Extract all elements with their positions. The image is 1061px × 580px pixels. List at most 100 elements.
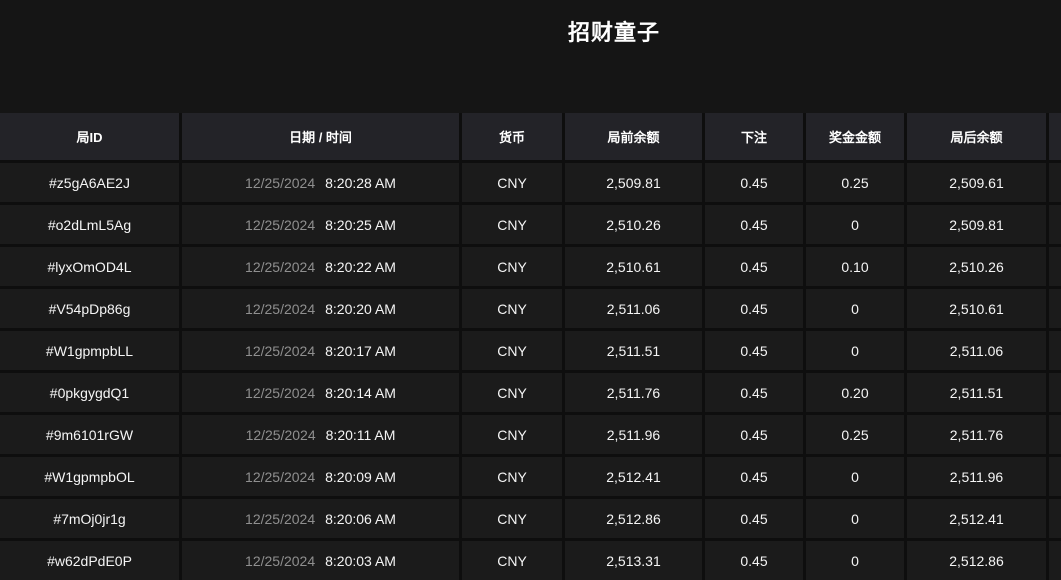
date-text: 12/25/2024 [245,510,316,527]
cell-extra [1049,247,1061,286]
date-text: 12/25/2024 [245,552,316,569]
page-title: 招财童子 [567,20,660,45]
cell-balance-before: 2,511.76 [565,373,702,412]
cell-round-id: #w62dPdE0P [0,541,179,580]
column-header-balance-before: 局前余额 [565,113,702,160]
cell-balance-before: 2,509.81 [565,163,702,202]
cell-round-id: #9m6101rGW [0,415,179,454]
cell-balance-after: 2,509.81 [907,205,1046,244]
cell-round-id: #0pkgygdQ1 [0,373,179,412]
time-text: 8:20:25 AM [325,216,396,233]
time-text: 8:20:03 AM [325,552,396,569]
column-header-balance-after: 局后余额 [907,113,1046,160]
cell-currency: CNY [462,205,562,244]
cell-currency: CNY [462,163,562,202]
cell-prize-amount: 0 [806,499,904,538]
cell-prize-amount: 0 [806,457,904,496]
cell-currency: CNY [462,289,562,328]
cell-prize-amount: 0 [806,331,904,370]
cell-currency: CNY [462,457,562,496]
cell-round-id: #z5gA6AE2J [0,163,179,202]
column-header-extra [1049,113,1061,160]
date-text: 12/25/2024 [245,174,316,191]
cell-datetime: 12/25/2024 8:20:17 AM [182,331,459,370]
cell-currency: CNY [462,415,562,454]
cell-round-id: #W1gpmpbLL [0,331,179,370]
cell-datetime: 12/25/2024 8:20:25 AM [182,205,459,244]
cell-balance-after: 2,509.61 [907,163,1046,202]
time-text: 8:20:20 AM [325,300,396,317]
cell-balance-before: 2,511.51 [565,331,702,370]
date-text: 12/25/2024 [245,468,316,485]
cell-balance-before: 2,512.86 [565,499,702,538]
cell-prize-amount: 0 [806,541,904,580]
cell-bet: 0.45 [705,541,803,580]
cell-bet: 0.45 [705,247,803,286]
date-text: 12/25/2024 [245,342,316,359]
cell-balance-before: 2,510.61 [565,247,702,286]
cell-datetime: 12/25/2024 8:20:14 AM [182,373,459,412]
cell-balance-before: 2,511.06 [565,289,702,328]
cell-extra [1049,289,1061,328]
cell-datetime: 12/25/2024 8:20:03 AM [182,541,459,580]
column-header-round-id: 局ID [0,113,179,160]
cell-round-id: #V54pDp86g [0,289,179,328]
cell-prize-amount: 0.25 [806,415,904,454]
time-text: 8:20:06 AM [325,510,396,527]
date-text: 12/25/2024 [245,258,316,275]
date-text: 12/25/2024 [245,300,316,317]
cell-datetime: 12/25/2024 8:20:28 AM [182,163,459,202]
cell-balance-after: 2,512.41 [907,499,1046,538]
cell-balance-after: 2,511.76 [907,415,1046,454]
cell-balance-after: 2,510.61 [907,289,1046,328]
time-text: 8:20:14 AM [325,384,396,401]
cell-bet: 0.45 [705,205,803,244]
time-text: 8:20:22 AM [325,258,396,275]
cell-prize-amount: 0.25 [806,163,904,202]
cell-datetime: 12/25/2024 8:20:11 AM [182,415,459,454]
cell-bet: 0.45 [705,331,803,370]
time-text: 8:20:17 AM [325,342,396,359]
cell-round-id: #W1gpmpbOL [0,457,179,496]
cell-balance-after: 2,511.51 [907,373,1046,412]
cell-extra [1049,499,1061,538]
cell-bet: 0.45 [705,499,803,538]
cell-balance-after: 2,511.96 [907,457,1046,496]
cell-balance-before: 2,512.41 [565,457,702,496]
cell-currency: CNY [462,373,562,412]
cell-balance-before: 2,513.31 [565,541,702,580]
cell-prize-amount: 0 [806,205,904,244]
cell-datetime: 12/25/2024 8:20:09 AM [182,457,459,496]
cell-bet: 0.45 [705,289,803,328]
cell-extra [1049,415,1061,454]
cell-extra [1049,541,1061,580]
column-header-prize-amount: 奖金金额 [806,113,904,160]
cell-balance-after: 2,511.06 [907,331,1046,370]
date-text: 12/25/2024 [245,384,316,401]
cell-prize-amount: 0.10 [806,247,904,286]
column-header-currency: 货币 [462,113,562,160]
cell-datetime: 12/25/2024 8:20:20 AM [182,289,459,328]
cell-datetime: 12/25/2024 8:20:22 AM [182,247,459,286]
cell-currency: CNY [462,541,562,580]
cell-balance-before: 2,510.26 [565,205,702,244]
cell-extra [1049,205,1061,244]
cell-balance-after: 2,510.26 [907,247,1046,286]
column-header-datetime: 日期 / 时间 [182,113,459,160]
cell-currency: CNY [462,499,562,538]
date-text: 12/25/2024 [245,216,316,233]
cell-balance-after: 2,512.86 [907,541,1046,580]
cell-extra [1049,331,1061,370]
cell-bet: 0.45 [705,415,803,454]
cell-prize-amount: 0 [806,289,904,328]
time-text: 8:20:11 AM [325,426,396,443]
cell-balance-before: 2,511.96 [565,415,702,454]
cell-currency: CNY [462,331,562,370]
time-text: 8:20:09 AM [325,468,396,485]
cell-datetime: 12/25/2024 8:20:06 AM [182,499,459,538]
cell-currency: CNY [462,247,562,286]
cell-round-id: #o2dLmL5Ag [0,205,179,244]
cell-bet: 0.45 [705,457,803,496]
column-header-bet: 下注 [705,113,803,160]
